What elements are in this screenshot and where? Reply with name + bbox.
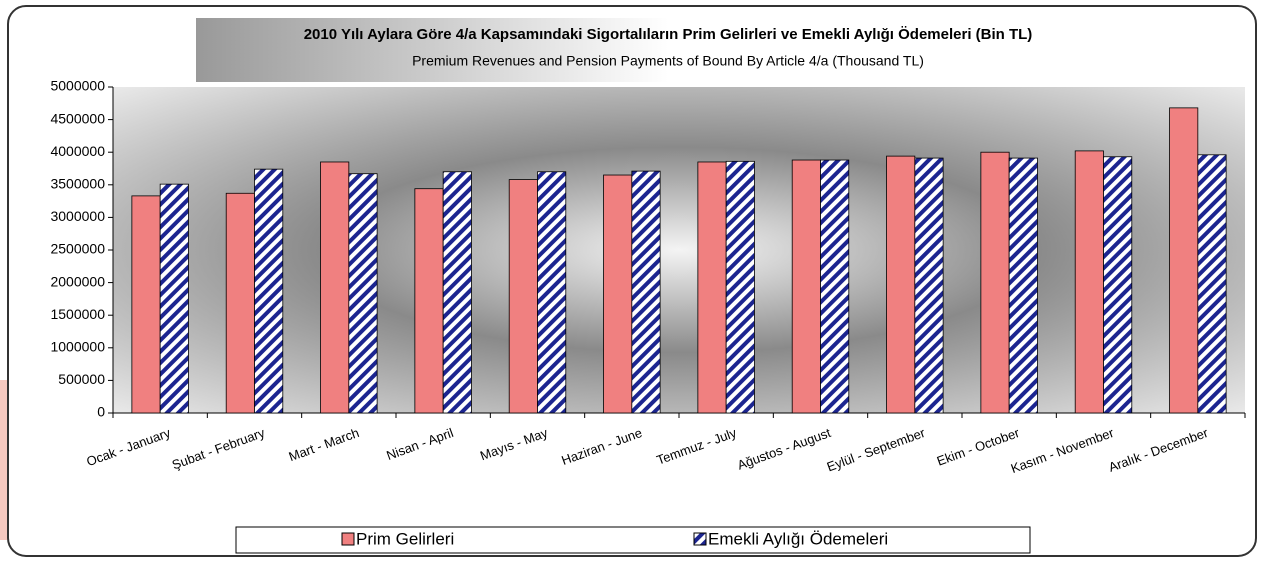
chart-title: 2010 Yılı Aylara Göre 4/a Kapsamındaki S… (304, 26, 1033, 43)
y-tick-label: 4000000 (50, 143, 105, 159)
bar (980, 151, 1010, 414)
bar (631, 170, 661, 414)
bar (603, 174, 633, 414)
legend-label: Prim Gelirleri (356, 529, 454, 548)
y-tick-label: 2500000 (50, 241, 105, 257)
y-tick-label: 3500000 (50, 176, 105, 192)
title-band (196, 18, 1141, 82)
bar (508, 179, 538, 414)
bar (1103, 156, 1133, 414)
bar (886, 155, 916, 414)
bar (320, 161, 350, 414)
bar (914, 157, 944, 414)
bar (348, 173, 378, 414)
legend-swatch (693, 532, 707, 546)
bar (225, 192, 255, 414)
y-tick-label: 0 (97, 404, 105, 420)
bar (1169, 107, 1199, 414)
y-tick-label: 1500000 (50, 306, 105, 322)
bar (1197, 154, 1227, 414)
plot-area (113, 87, 1245, 413)
bar (254, 168, 284, 414)
bar (131, 195, 161, 414)
y-tick-label: 500000 (58, 371, 105, 387)
bar (537, 171, 567, 414)
y-tick-label: 5000000 (50, 78, 105, 94)
bar (159, 183, 189, 414)
chart-subtitle: Premium Revenues and Pension Payments of… (412, 53, 924, 69)
bar (725, 160, 755, 414)
y-tick-label: 4500000 (50, 110, 105, 126)
bar (697, 161, 727, 414)
legend (235, 526, 1031, 554)
bar (442, 171, 472, 414)
bar (791, 159, 821, 414)
legend-swatch (341, 532, 355, 546)
y-tick-label: 3000000 (50, 208, 105, 224)
legend-label: Emekli Aylığı Ödemeleri (708, 529, 888, 548)
bar (1074, 150, 1104, 414)
bar (820, 159, 850, 414)
y-tick-label: 2000000 (50, 273, 105, 289)
edge-accent (0, 380, 8, 540)
bar (414, 188, 444, 414)
y-tick-label: 1000000 (50, 339, 105, 355)
bar (1008, 157, 1038, 414)
